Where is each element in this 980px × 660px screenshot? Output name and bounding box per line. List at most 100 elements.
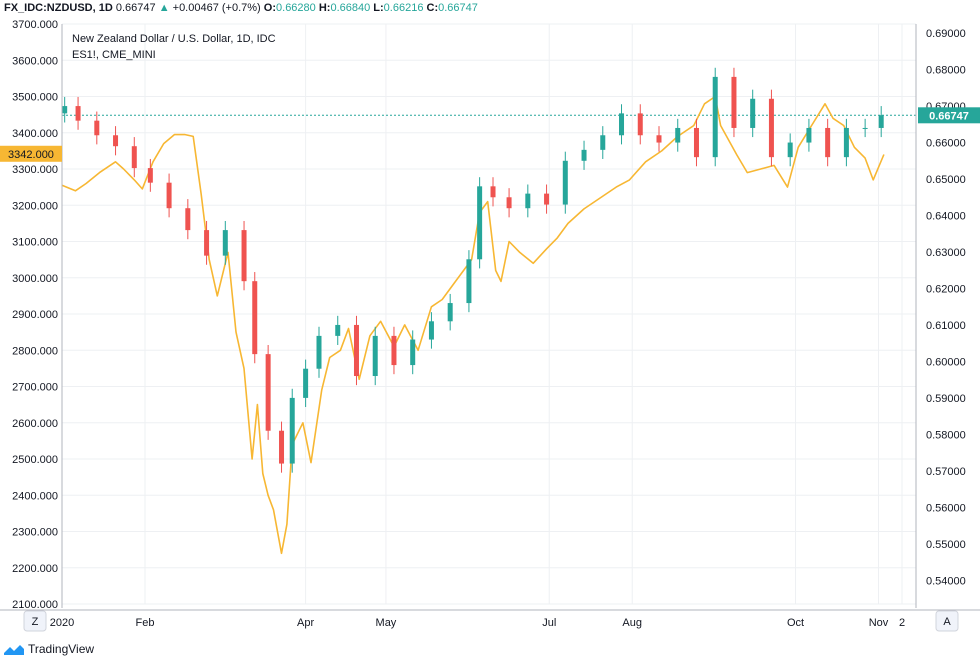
right-tick-label: 0.66000 <box>926 138 966 150</box>
candle <box>185 199 191 240</box>
candle <box>862 118 868 138</box>
candle-body <box>62 106 68 114</box>
candle <box>289 388 295 473</box>
es1-price-tag <box>0 145 62 162</box>
left-tick-label: 2900.000 <box>12 309 58 321</box>
candle <box>637 104 643 145</box>
candle-body <box>490 186 496 198</box>
candle-body <box>862 127 868 129</box>
nzdusd-price-tag-label: 0.66747 <box>929 110 969 122</box>
open-label: O: <box>263 2 277 14</box>
candle <box>562 151 568 214</box>
candle <box>731 67 737 138</box>
candle <box>656 126 662 152</box>
left-tick-label: 3100.000 <box>12 237 58 249</box>
right-tick-label: 0.58000 <box>926 429 966 441</box>
left-tick-label: 3200.000 <box>12 200 58 212</box>
candle <box>750 89 756 138</box>
left-tick-label: 3500.000 <box>12 92 58 104</box>
left-tick-label: 2200.000 <box>12 563 58 575</box>
left-tick-label: 3400.000 <box>12 128 58 140</box>
candle-body <box>466 259 472 304</box>
right-tick-label: 0.63000 <box>926 247 966 259</box>
x-tick-label: Aug <box>622 617 642 629</box>
change-value: +0.00467 (+0.7%) <box>172 2 261 14</box>
candle <box>166 173 172 218</box>
candle <box>490 177 496 207</box>
candle <box>878 106 884 138</box>
right-tick-label: 0.68000 <box>926 65 966 77</box>
candle-body <box>335 324 341 336</box>
candle-body <box>878 115 884 128</box>
left-tick-label: 3600.000 <box>12 55 58 67</box>
candle-body <box>731 76 737 128</box>
candle-body <box>768 98 774 158</box>
candle <box>316 326 322 378</box>
candle <box>113 126 119 156</box>
candle-body <box>477 186 483 260</box>
right-tick-label: 0.59000 <box>926 393 966 405</box>
candle-body <box>619 113 625 136</box>
left-tick-label: 3700.000 <box>12 19 58 31</box>
x-tick-label: 2 <box>899 617 905 629</box>
candle <box>712 67 718 167</box>
left-tick-label: 3000.000 <box>12 273 58 285</box>
right-tick-label: 0.60000 <box>926 356 966 368</box>
candle-body <box>252 281 258 355</box>
candle <box>806 118 812 152</box>
candle <box>279 421 285 473</box>
candle <box>825 118 831 167</box>
candle-body <box>289 397 295 464</box>
candle-body <box>353 324 359 377</box>
candle <box>204 220 210 265</box>
low-label: L: <box>373 2 384 14</box>
candle-body <box>656 135 662 143</box>
candle <box>252 272 258 364</box>
candle-body <box>637 113 643 136</box>
es1-overlay-series <box>61 95 885 555</box>
candle <box>787 133 793 167</box>
candle <box>581 140 587 170</box>
candle <box>303 359 309 408</box>
low-value: 0.66216 <box>383 2 424 14</box>
candle-body <box>506 197 512 209</box>
x-tick-label: Nov <box>869 617 889 629</box>
open-value: 0.66280 <box>276 2 316 14</box>
right-tick-label: 0.69000 <box>926 28 966 40</box>
candle-body <box>562 160 568 205</box>
candle <box>265 345 271 440</box>
candle-body <box>204 230 210 256</box>
candle-body <box>410 339 416 366</box>
legend-overlay: ES1!, CME_MINI <box>72 49 156 61</box>
candle <box>353 315 359 386</box>
grid <box>61 23 916 605</box>
candle <box>410 330 416 375</box>
candle-body <box>94 120 100 136</box>
left-tick-label: 2700.000 <box>12 382 58 394</box>
close-label: C: <box>426 2 439 14</box>
candle-body <box>843 127 849 158</box>
candle-body <box>525 193 531 209</box>
candle-body <box>75 106 81 121</box>
brand-label: TradingView <box>28 642 95 656</box>
candle-body <box>185 208 191 231</box>
auto-scale-a-button[interactable] <box>935 610 959 632</box>
candle <box>525 184 531 218</box>
candle-body <box>147 168 153 183</box>
candle-body <box>544 193 550 205</box>
candle <box>506 188 512 218</box>
price-chart[interactable]: 3700.000 3600.000 3500.000 3400.000 3300.000… <box>0 0 980 640</box>
left-tick-label: 2400.000 <box>12 490 58 502</box>
candle-body <box>166 182 172 209</box>
candle-body <box>600 135 606 150</box>
left-tick-label: 2500.000 <box>12 454 58 466</box>
candle <box>466 250 472 313</box>
x-tick-label: Apr <box>297 617 314 629</box>
right-tick-label: 0.57000 <box>926 466 966 478</box>
symbol-header: FX_IDC:NZDUSD, 1D 0.66747 ▲ +0.00467 (+0… <box>4 2 478 20</box>
candle-body <box>279 430 285 464</box>
candle-body <box>113 135 119 147</box>
candle-body <box>787 142 793 158</box>
high-value: 0.66840 <box>330 2 371 14</box>
auto-scale-z-button[interactable] <box>23 610 47 632</box>
